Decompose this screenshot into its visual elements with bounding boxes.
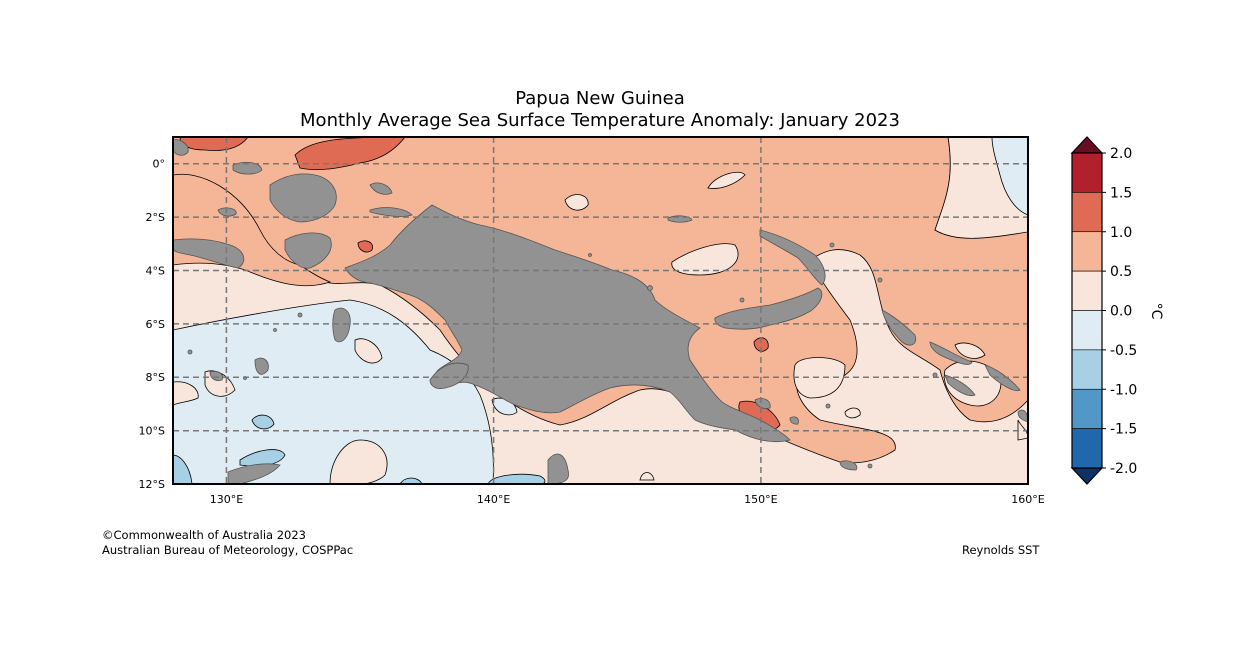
island: [839, 460, 858, 471]
biak-island: [369, 182, 393, 195]
colorbar-extend-high: [1070, 136, 1104, 154]
longitude-tick-label: 140°E: [477, 493, 510, 506]
longitude-tick-label: 130°E: [210, 493, 243, 506]
island: [297, 312, 303, 318]
map-gridlines: [173, 137, 1028, 484]
island: [187, 349, 193, 355]
latitude-labels: 0° 2°S 4°S 6°S 8°S 10°S 12°S: [139, 158, 165, 491]
anomaly-zone-0.0-0.5: [954, 342, 986, 359]
timor-island: [227, 463, 281, 484]
anomaly-zone-0.0-0.5: [707, 171, 746, 189]
chart-title: Papua New Guinea: [515, 88, 685, 109]
anomaly-zone-0.0-0.5: [354, 338, 383, 364]
colorbar-bin: [1071, 310, 1103, 351]
solomon-islands: [1017, 409, 1028, 423]
anomaly-zone-0.0-0.5: [329, 439, 388, 484]
island: [829, 242, 835, 248]
longitude-tick-label: 160°E: [1011, 493, 1044, 506]
colorbar-bin: [1071, 428, 1103, 469]
latitude-tick-label: 8°S: [146, 371, 165, 384]
colorbar-bin: [1071, 152, 1103, 193]
island: [877, 277, 883, 283]
anomaly-zone-neg0.5-0.0: [991, 137, 1028, 216]
new-ireland-island: [759, 229, 826, 286]
anomaly-zone-neg1.0-neg0.5: [251, 414, 275, 430]
colorbar-bin: [1071, 192, 1103, 233]
anomaly-zone-0.0-0.5: [793, 357, 846, 399]
colorbar-tick-label: 0.0: [1110, 304, 1132, 320]
solomon-islands: [929, 341, 973, 365]
island: [932, 372, 938, 378]
colorbar-tick-label: 0.5: [1110, 264, 1132, 280]
longitude-labels: 130°E 140°E 150°E 160°E: [210, 493, 1045, 506]
anomaly-zone-0.0-0.5: [173, 381, 199, 406]
island: [209, 371, 224, 381]
colorbar-extend-low: [1070, 467, 1104, 485]
anomaly-zone-1.0-1.5: [294, 137, 406, 171]
island: [825, 403, 831, 409]
latitude-tick-label: 6°S: [146, 318, 165, 331]
footer-credits: ©Commonwealth of Australia 2023 Australi…: [102, 528, 353, 558]
waigeo-island: [232, 161, 263, 175]
colorbar-tick-label: -1.0: [1110, 382, 1137, 398]
colorbar-tick-label: 2.0: [1110, 146, 1132, 162]
solomon-islands: [984, 364, 1021, 391]
colorbar-tick-label: -2.0: [1110, 461, 1137, 477]
colorbar-unit-label: °C: [1148, 303, 1164, 320]
colorbar-bin: [1071, 388, 1103, 429]
yapen-island: [369, 207, 413, 217]
colorbar-tick-label: -1.5: [1110, 422, 1137, 438]
tanimbar-islands: [254, 357, 269, 375]
island: [588, 253, 592, 257]
agency-text: Australian Bureau of Meteorology, COSPPa…: [102, 543, 354, 557]
colorbar-tick-label: 1.0: [1110, 225, 1132, 241]
chart-subtitle: Monthly Average Sea Surface Temperature …: [300, 110, 900, 131]
bougainville-island: [881, 309, 917, 346]
colorbar-tick-label: 1.5: [1110, 185, 1132, 201]
latitude-tick-label: 10°S: [139, 425, 165, 438]
latitude-tick-label: 4°S: [146, 264, 165, 277]
colorbar-bin: [1071, 231, 1103, 272]
frederik-hendrik-island: [429, 362, 469, 389]
colorbar-bin: [1071, 270, 1103, 311]
bomberai-peninsula: [284, 232, 332, 269]
solomon-islands: [944, 374, 976, 397]
colorbar-tick-label: -0.5: [1110, 343, 1137, 359]
latitude-tick-label: 12°S: [139, 478, 165, 491]
halmahera-island: [173, 139, 189, 156]
colorbar-bin: [1071, 349, 1103, 390]
longitude-tick-label: 150°E: [744, 493, 777, 506]
data-source-text: Reynolds SST: [962, 543, 1040, 557]
anomaly-zone-neg1.0-neg0.5: [173, 454, 193, 484]
latitude-tick-label: 2°S: [146, 211, 165, 224]
anomaly-zone-neg0.5-0.0: [173, 299, 494, 484]
map-frame: [172, 136, 1029, 485]
island: [867, 463, 873, 469]
anomaly-zone-0.0-0.5: [564, 194, 589, 211]
colorbar: 2.0 1.5 1.0 0.5 0.0 -0.5 -1.0 -1.5 -2.0 °C: [1070, 136, 1164, 485]
new-britain-island: [714, 287, 823, 330]
anomaly-zone-1.0-1.5: [753, 337, 769, 352]
island: [273, 328, 277, 332]
anomaly-zone-0.0-0.5: [671, 243, 739, 276]
latitude-tick-label: 0°: [153, 158, 166, 171]
copyright-text: ©Commonwealth of Australia 2023: [102, 528, 307, 542]
vogelkop-peninsula: [269, 173, 337, 223]
anomaly-zone-1.0-1.5: [357, 240, 373, 253]
anomaly-zone-0.0-0.5: [844, 407, 861, 419]
island: [647, 285, 653, 291]
aru-islands: [332, 307, 351, 343]
island: [739, 297, 745, 303]
island: [789, 416, 799, 425]
anomaly-zone-0.0-0.5: [639, 472, 655, 481]
